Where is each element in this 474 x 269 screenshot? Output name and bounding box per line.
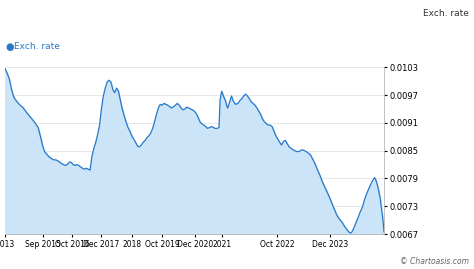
Text: © Chartoasis.com: © Chartoasis.com: [400, 257, 469, 266]
Text: Exch. rate: Exch. rate: [423, 9, 469, 18]
Text: ■ Japanese Yen / US Dollar (JPY/USD): ■ Japanese Yen / US Dollar (JPY/USD): [4, 9, 221, 19]
Text: Exch. rate: Exch. rate: [14, 42, 60, 51]
Text: ●: ●: [6, 42, 14, 52]
